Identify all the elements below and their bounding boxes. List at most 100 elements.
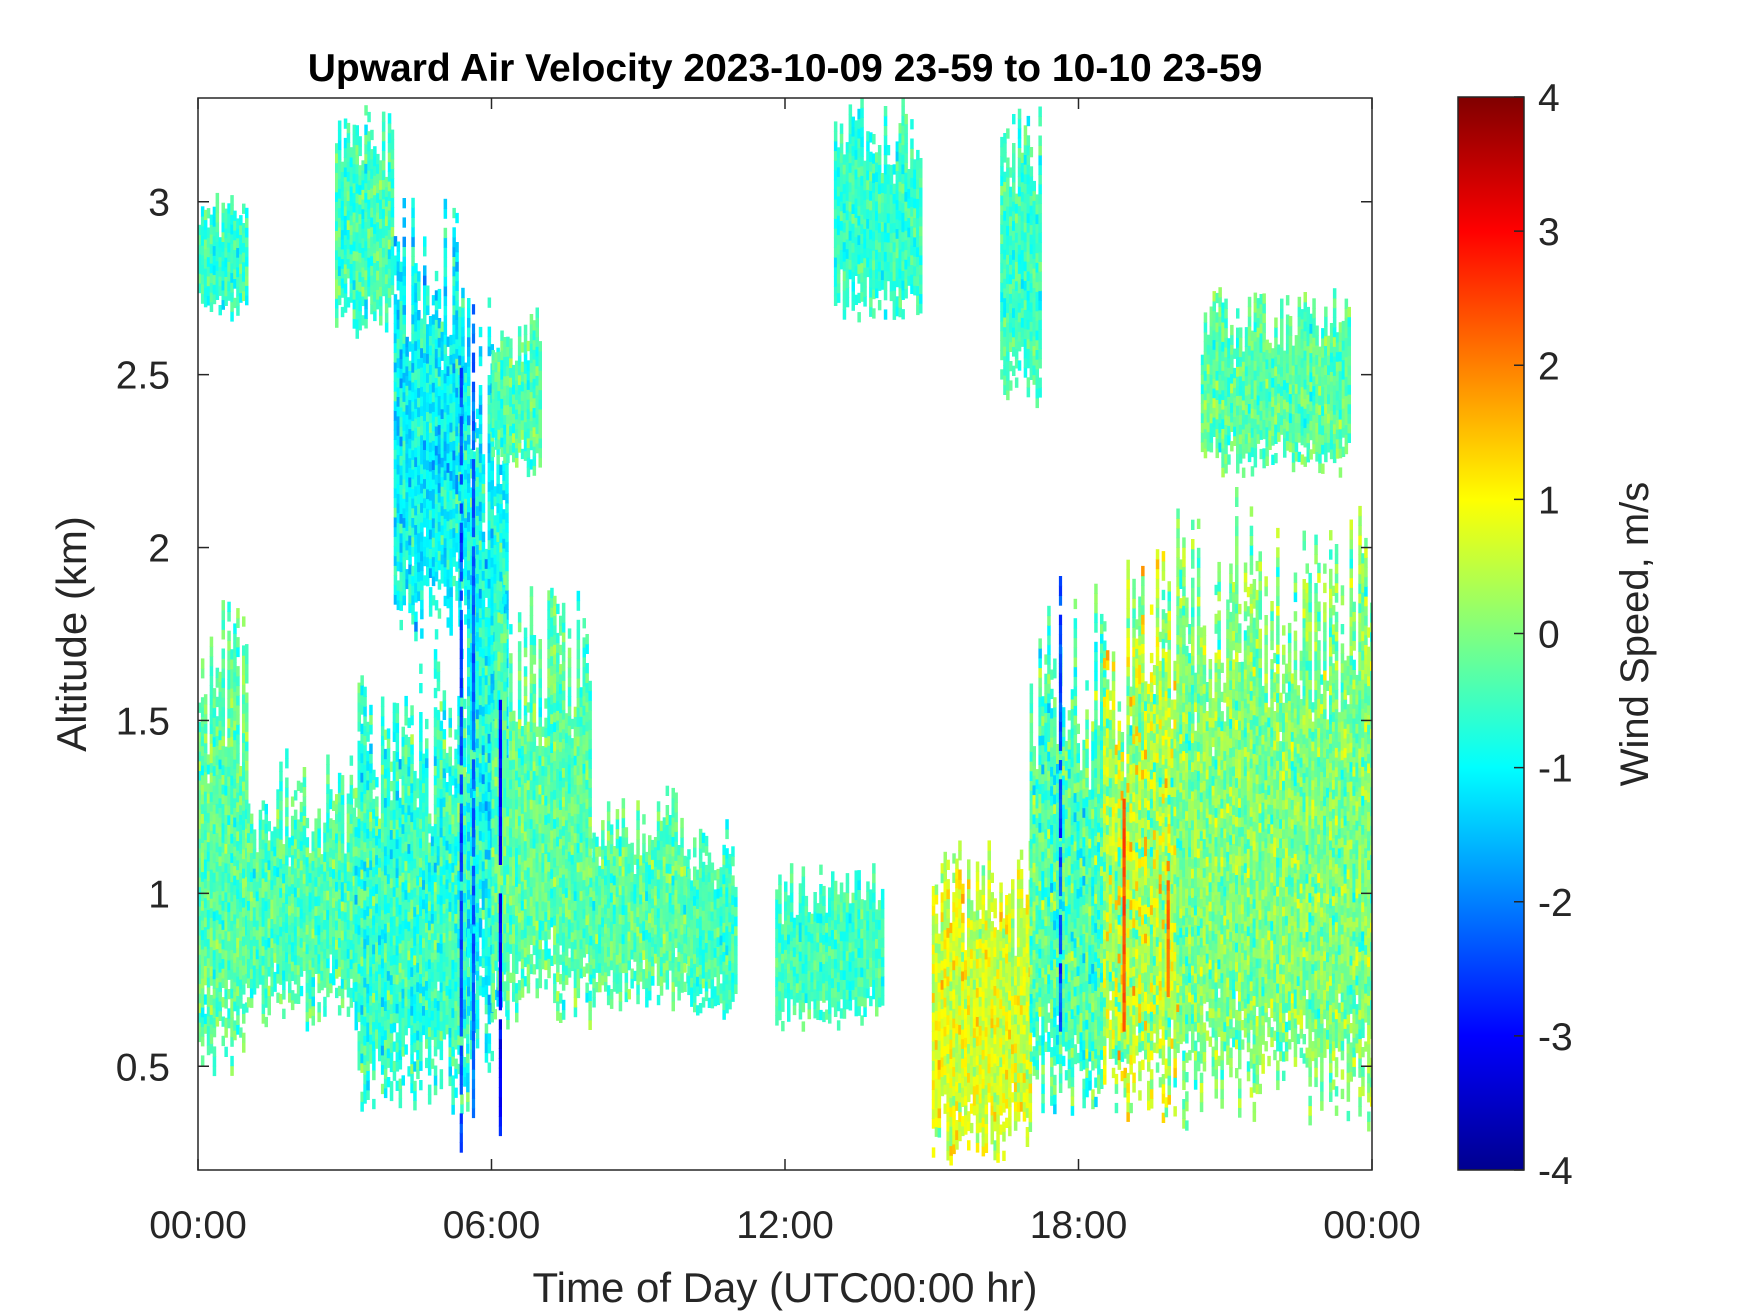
heatmap-cell (431, 353, 436, 364)
heatmap-cell (395, 1012, 400, 1024)
heatmap-cell (467, 366, 471, 377)
heatmap-cell (445, 917, 449, 928)
heatmap-cell (357, 1031, 361, 1042)
heatmap-cell (396, 299, 401, 310)
heatmap-cell (417, 581, 421, 592)
heatmap-cell (433, 1065, 438, 1076)
heatmap-cell (490, 499, 494, 510)
heatmap-cell (227, 756, 231, 767)
heatmap-cell (221, 939, 225, 950)
heatmap-cell (323, 822, 327, 833)
heatmap-cell (487, 539, 492, 550)
heatmap-cell (452, 420, 456, 432)
heatmap-cell (445, 985, 449, 996)
heatmap-cell (470, 642, 474, 653)
heatmap-cell (426, 537, 430, 548)
heatmap-cell (360, 791, 364, 802)
heatmap-cell (490, 557, 494, 568)
heatmap-cell (293, 877, 298, 888)
heatmap-cell (380, 1064, 385, 1075)
heatmap-cell (446, 501, 450, 512)
heatmap-cell (481, 783, 486, 794)
heatmap-cell (364, 173, 368, 184)
heatmap-cell (261, 935, 266, 947)
heatmap-cell (445, 762, 449, 773)
heatmap-cell (357, 769, 361, 780)
heatmap-cell (276, 799, 280, 810)
heatmap-cell (366, 799, 370, 810)
heatmap-cell (372, 837, 376, 848)
heatmap-cell (206, 841, 211, 852)
heatmap-cell (448, 1075, 452, 1087)
heatmap-cell (461, 287, 465, 299)
heatmap-cell (445, 791, 449, 802)
heatmap-cell (454, 816, 458, 827)
heatmap-cell (218, 739, 222, 750)
heatmap-cell (198, 867, 202, 878)
heatmap-cell (454, 1000, 458, 1011)
heatmap-cell (484, 732, 489, 744)
heatmap-cell (440, 399, 445, 410)
heatmap-cell (203, 248, 208, 259)
heatmap-cell (434, 358, 439, 369)
heatmap-cell (416, 1059, 420, 1070)
heatmap-cell (233, 768, 237, 779)
heatmap-cell (408, 564, 412, 575)
heatmap-cell (484, 626, 489, 637)
heatmap-cell (413, 1022, 417, 1033)
heatmap-cell (461, 568, 465, 579)
heatmap-cell (349, 166, 354, 177)
heatmap-cell (437, 376, 442, 387)
heatmap-cell (276, 866, 280, 878)
heatmap-cell (392, 1060, 397, 1072)
heatmap-cell (282, 892, 286, 903)
heatmap-cell (470, 903, 474, 915)
heatmap-cell (467, 995, 471, 1007)
heatmap-cell (461, 500, 465, 512)
heatmap-cell (221, 270, 225, 281)
heatmap-cell (467, 792, 471, 803)
heatmap-cell (434, 445, 439, 456)
heatmap-cell (413, 1061, 417, 1072)
heatmap-cell (203, 277, 208, 288)
heatmap-cell (423, 478, 427, 489)
heatmap-cell (379, 199, 383, 210)
heatmap-cell (402, 275, 406, 286)
heatmap-cell (433, 649, 438, 660)
heatmap-cell (380, 996, 385, 1007)
heatmap-cell (378, 1022, 382, 1033)
heatmap-cell (249, 871, 254, 882)
heatmap-cell (346, 977, 351, 988)
heatmap-cell (249, 823, 254, 834)
heatmap-cell (475, 989, 480, 1000)
heatmap-cell (349, 234, 354, 245)
heatmap-cell (505, 706, 509, 717)
heatmap-cell (487, 1043, 492, 1054)
heatmap-cell (414, 330, 418, 342)
heatmap-cell (354, 981, 358, 992)
heatmap-cell (215, 938, 220, 950)
heatmap-cell (354, 874, 358, 886)
heatmap-cell (386, 1009, 391, 1020)
heatmap-cell (245, 924, 249, 936)
heatmap-cell (372, 924, 376, 935)
heatmap-cell (487, 529, 492, 541)
heatmap-cell (396, 580, 401, 591)
heatmap-cell (478, 530, 483, 541)
heatmap-cell (236, 782, 240, 793)
heatmap-cell (236, 840, 240, 851)
heatmap-cell (439, 817, 444, 828)
heatmap-cell (392, 722, 397, 733)
heatmap-cell (408, 515, 412, 526)
heatmap-cell (372, 973, 376, 984)
heatmap-cell (481, 676, 486, 688)
heatmap-cell (386, 1047, 391, 1059)
heatmap-cell (367, 170, 371, 181)
heatmap-cell (363, 706, 367, 717)
heatmap-cell (411, 430, 415, 441)
heatmap-cell (419, 866, 423, 878)
heatmap-cell (416, 933, 420, 944)
heatmap-cell (463, 979, 467, 990)
heatmap-cell (375, 873, 379, 885)
heatmap-cell (273, 865, 277, 876)
